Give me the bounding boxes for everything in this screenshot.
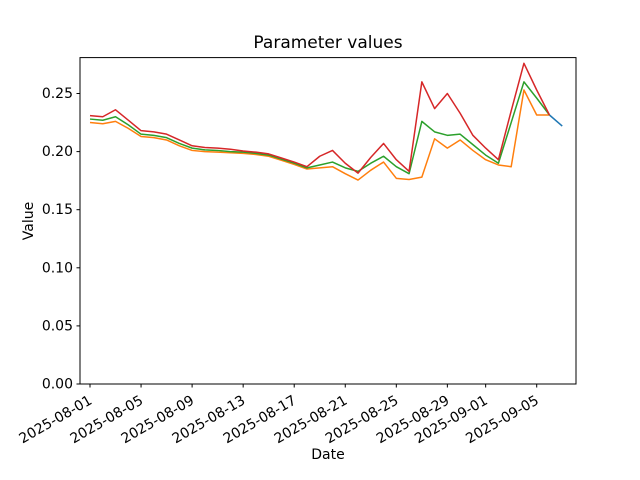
series-red-line	[89, 62, 551, 174]
y-axis-label: Value	[21, 202, 37, 240]
y-tick-label: 0.25	[42, 86, 73, 102]
series-group	[89, 62, 563, 181]
axes-spines	[79, 57, 577, 385]
y-tick-label: 0.15	[42, 202, 73, 218]
plot-area	[80, 57, 576, 384]
series-blue-line	[548, 114, 563, 127]
series-orange-line	[89, 89, 550, 181]
y-tick-label: 0.05	[42, 318, 73, 334]
y-tick-label: 0.10	[42, 260, 73, 276]
chart-title: Parameter values	[253, 33, 402, 53]
y-tick-label: 0.20	[42, 144, 73, 160]
y-tick-label: 0.00	[42, 377, 73, 393]
series-green-line	[89, 81, 551, 175]
x-axis-label: Date	[311, 447, 344, 463]
